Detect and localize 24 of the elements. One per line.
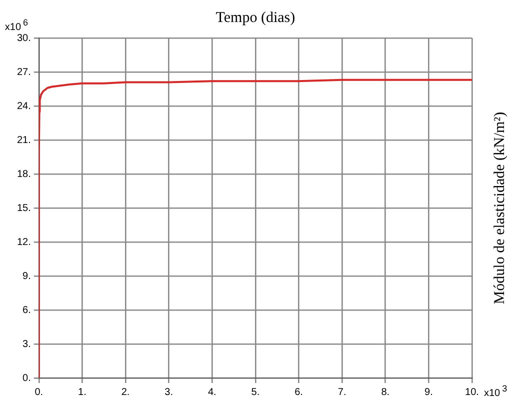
y-tick-label: 27. bbox=[16, 66, 31, 78]
x-axis-title: Tempo (dias) bbox=[216, 10, 296, 26]
x-tick-label: 7. bbox=[338, 386, 346, 398]
y-tick-label: 18. bbox=[16, 168, 31, 180]
x-tick-label: 1. bbox=[78, 386, 86, 398]
y-tick-label: 3. bbox=[22, 338, 31, 350]
x-tick-label: 8. bbox=[381, 386, 390, 398]
x-tick-label: 6. bbox=[294, 386, 303, 398]
y-axis-title: Módulo de elasticidade (kN/m²) bbox=[492, 112, 508, 304]
x-tick-label: 2. bbox=[121, 386, 130, 398]
y-tick-label: 21. bbox=[16, 134, 31, 146]
y-tick-label: 12. bbox=[16, 236, 31, 248]
x-tick-label: 0. bbox=[34, 386, 44, 398]
y-tick-label: 30. bbox=[16, 32, 31, 44]
x-tick-label: 3. bbox=[164, 386, 174, 398]
y-tick-label: 0. bbox=[22, 372, 31, 384]
y-tick-label: 9. bbox=[22, 270, 31, 282]
x-tick-label: 9. bbox=[424, 386, 433, 398]
y-tick-label: 15. bbox=[16, 202, 31, 214]
x-tick-label: 5. bbox=[251, 386, 260, 398]
x-tick-label: 4. bbox=[208, 386, 216, 398]
x-tick-label: 10. bbox=[465, 386, 479, 398]
y-tick-label: 24. bbox=[16, 100, 31, 112]
y-tick-label: 6. bbox=[22, 304, 31, 316]
